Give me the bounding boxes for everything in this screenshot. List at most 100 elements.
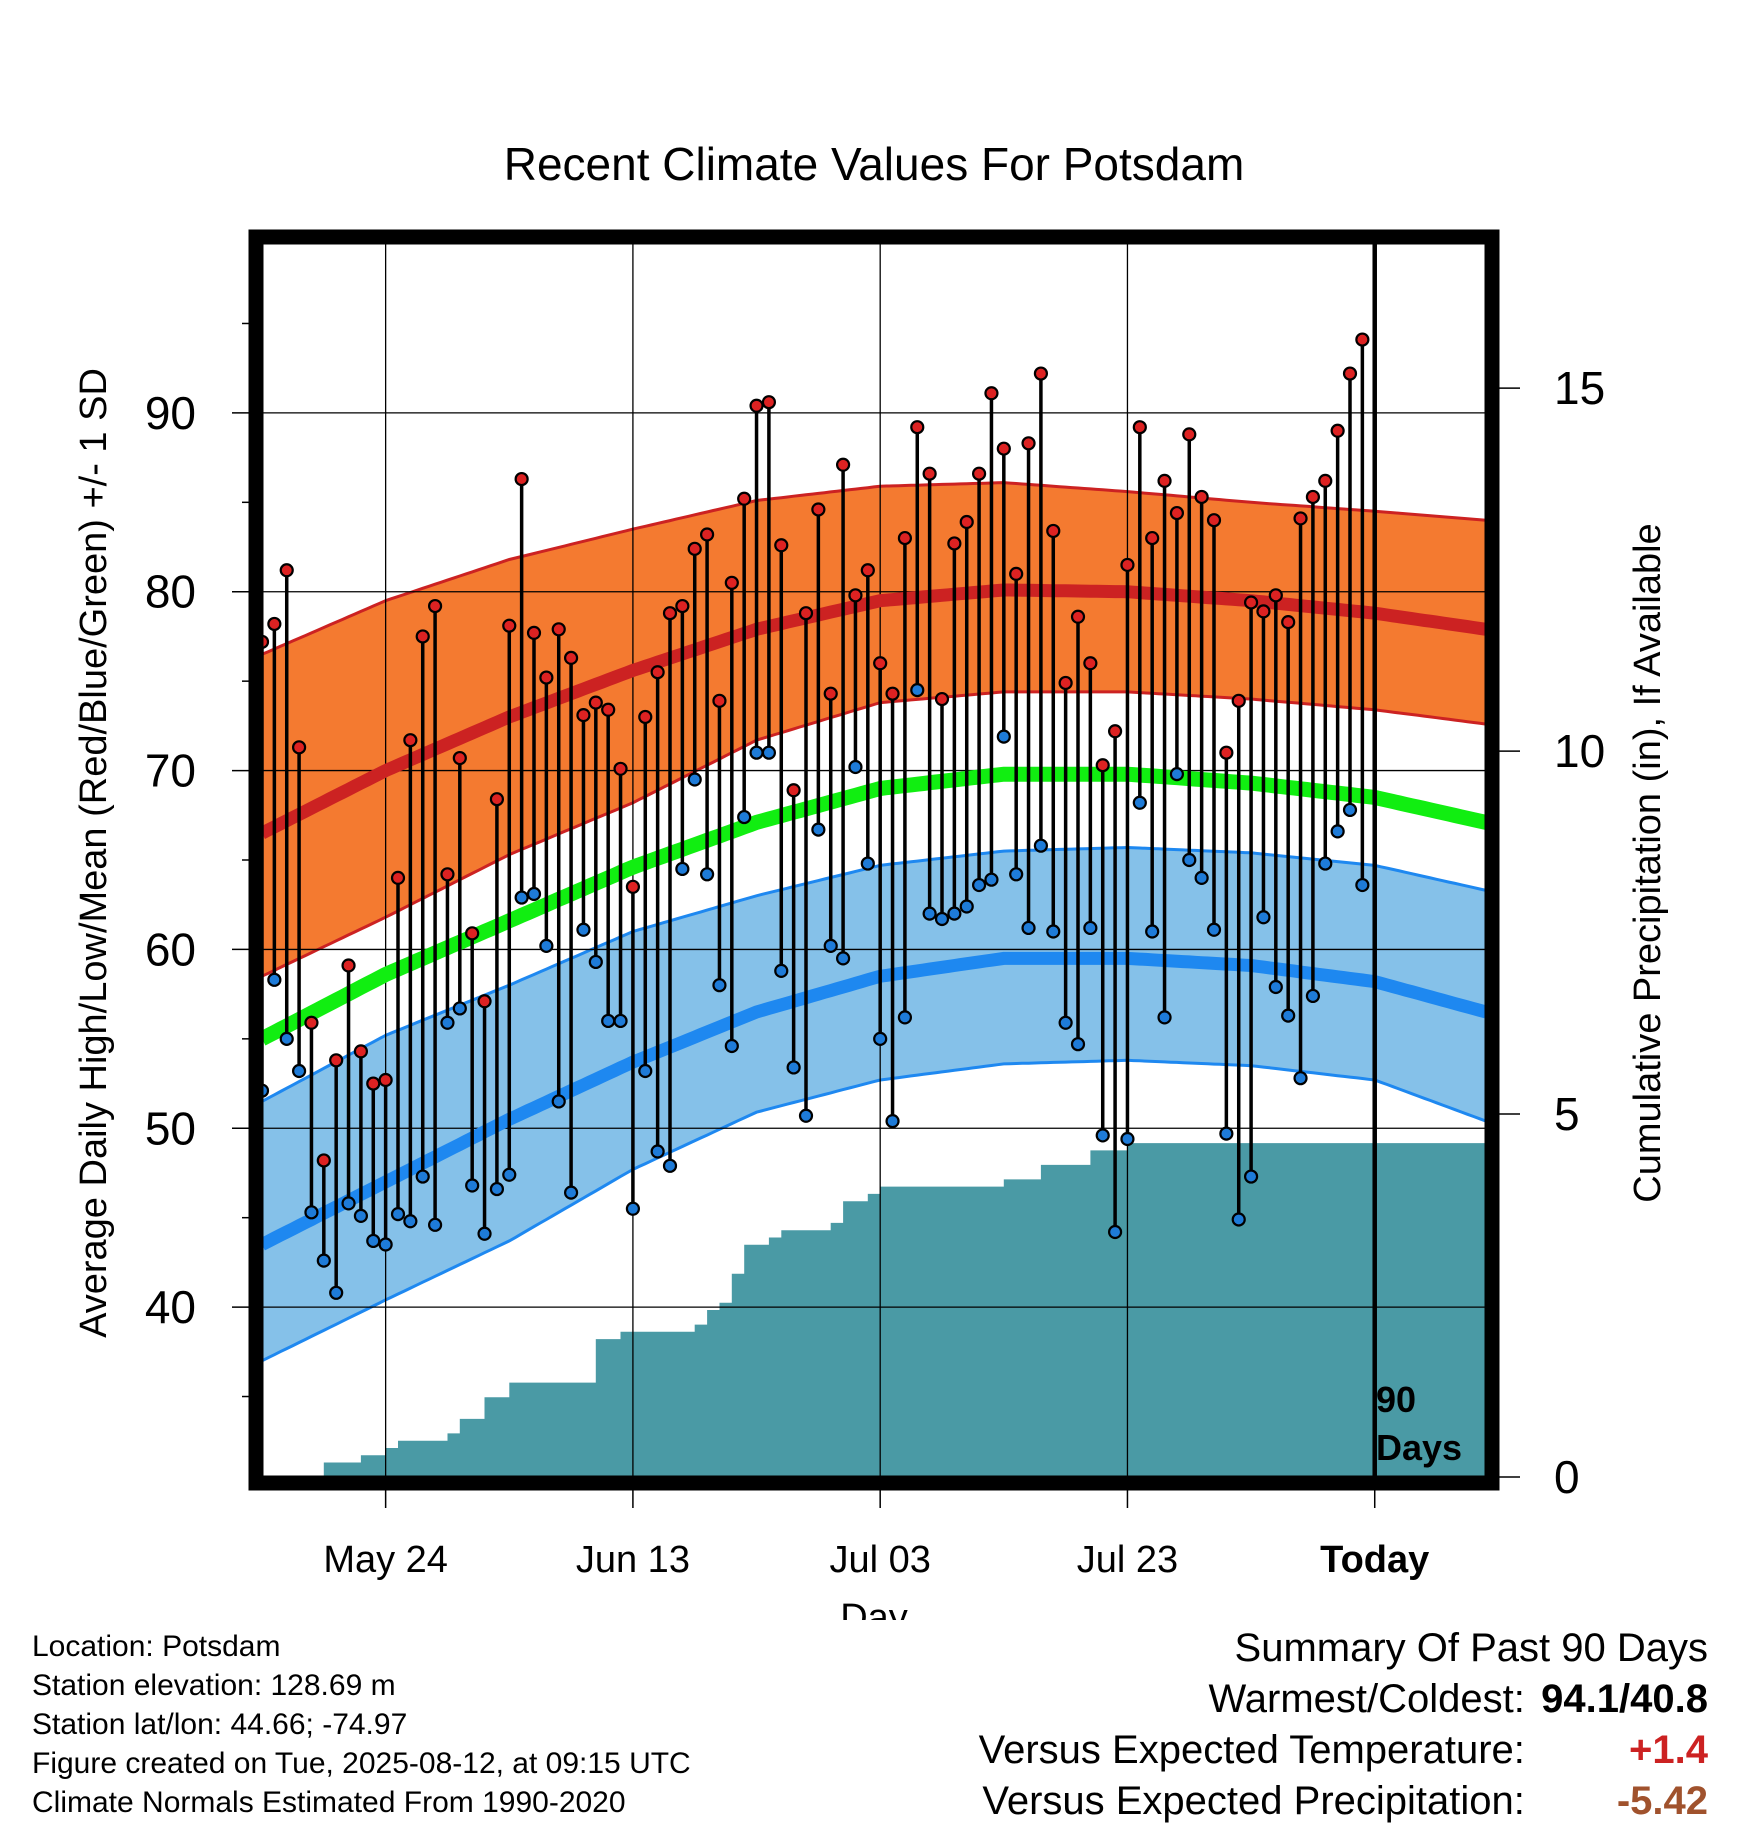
daily-low-point — [848, 759, 863, 775]
daily-high-point — [922, 466, 937, 481]
station-info: Location: Potsdam Station elevation: 128… — [32, 1627, 691, 1822]
daily-low-point — [329, 1285, 344, 1300]
daily-low-point — [699, 867, 715, 882]
daily-high-point — [440, 867, 455, 882]
daily-high-point — [1107, 724, 1123, 739]
daily-high-point — [588, 695, 603, 710]
daily-low-point — [452, 1001, 467, 1016]
daily-low-point — [873, 1031, 888, 1046]
y-left-tick-label: 40 — [145, 1281, 196, 1333]
daily-high-point — [427, 598, 443, 614]
daily-high-point — [514, 471, 529, 487]
daily-high-point — [1305, 489, 1321, 505]
normal-bands — [261, 481, 1487, 1363]
daily-low-point — [539, 938, 554, 953]
y-right-tick-label: 10 — [1554, 725, 1605, 777]
normal-mean-line — [258, 766, 1488, 1046]
daily-high-point — [712, 693, 727, 708]
daily-low-point — [1330, 824, 1345, 839]
daily-low-point — [353, 1208, 369, 1223]
daily-low-point — [1318, 856, 1333, 871]
daily-high-point — [1194, 489, 1209, 505]
daily-high-point — [1219, 745, 1234, 760]
daily-low-point — [613, 1013, 628, 1029]
precip-step-area — [262, 1143, 1486, 1477]
high-sd-band — [262, 482, 1486, 977]
daily-low-point — [1157, 1010, 1172, 1025]
y-left-tick-label: 60 — [145, 923, 196, 975]
daily-low-point — [390, 1207, 406, 1222]
daily-high-point — [1293, 511, 1308, 526]
daily-low-point — [959, 899, 974, 914]
daily-low-point — [489, 1181, 505, 1197]
daily-low-point — [403, 1214, 418, 1229]
daily-high-point — [860, 563, 875, 578]
daily-low-point — [291, 1063, 307, 1079]
daily-high-point — [452, 750, 467, 766]
summary-panel: Summary Of Past 90 Days Warmest/Coldest:… — [979, 1623, 1708, 1827]
daily-low-point — [1033, 838, 1049, 853]
summary-heading: Summary Of Past 90 Days — [1234, 1626, 1708, 1670]
daily-low-point — [786, 1060, 801, 1075]
marker-label-top: 90 — [1376, 1379, 1416, 1420]
daily-high-point — [1281, 615, 1296, 630]
daily-high-point — [749, 398, 764, 413]
daily-low-point — [1107, 1224, 1123, 1240]
y-right-tick-label: 15 — [1554, 362, 1605, 414]
daily-high-point — [1231, 693, 1246, 708]
daily-high-point — [1009, 566, 1024, 581]
daily-low-point — [811, 822, 826, 837]
daily-high-point — [910, 420, 925, 435]
station-location: Location: Potsdam — [32, 1630, 281, 1663]
daily-high-point — [1095, 758, 1110, 773]
y-axis-left-label: Average Daily High/Low/Mean (Red/Blue/Gr… — [73, 368, 115, 1338]
daily-low-point — [1219, 1126, 1234, 1141]
daily-low-point — [316, 1253, 331, 1268]
summary-temperature: Versus Expected Temperature: +1.4 — [979, 1725, 1708, 1776]
daily-high-point — [601, 702, 616, 717]
temp-departure-value: +1.4 — [1629, 1728, 1708, 1772]
daily-low-point — [526, 886, 542, 902]
daily-high-point — [835, 457, 851, 472]
daily-high-point — [316, 1153, 331, 1168]
station-latlon: Station lat/lon: 44.66; -74.97 — [32, 1708, 408, 1741]
daily-low-point — [1046, 924, 1061, 939]
axes: 40 50 60 70 80 90 0 5 10 15 May 24 Jun 13 Jul 03 Jul … — [145, 322, 1605, 1581]
daily-low-point — [638, 1063, 653, 1079]
daily-high-point — [687, 541, 702, 556]
daily-high-point — [737, 491, 752, 506]
daily-high-point — [415, 629, 430, 644]
x-tick-label: Jun 13 — [576, 1539, 690, 1581]
marker-label-bottom: Days — [1376, 1427, 1462, 1468]
daily-low-point — [910, 683, 925, 698]
daily-high-point — [1330, 423, 1345, 438]
daily-high-point — [1256, 604, 1271, 619]
precip-departure-value: -5.42 — [1616, 1779, 1708, 1823]
daily-high-point — [1157, 473, 1172, 488]
daily-low-point — [502, 1167, 517, 1182]
daily-high-point — [1206, 513, 1222, 528]
daily-high-point — [699, 527, 715, 542]
daily-low-point — [1132, 795, 1147, 810]
daily-low-point — [984, 872, 999, 887]
daily-high-point — [489, 792, 505, 807]
daily-high-point — [563, 650, 579, 666]
daily-low-point — [662, 1158, 678, 1173]
daily-low-point — [1342, 802, 1358, 818]
daily-high-point — [1120, 557, 1135, 573]
daily-low-point — [625, 1201, 641, 1216]
daily-high-point — [724, 575, 739, 590]
daily-high-point — [1318, 473, 1333, 488]
daily-high-point — [613, 761, 628, 776]
daily-low-point — [267, 972, 282, 987]
daily-low-point — [724, 1038, 739, 1054]
daily-low-point — [465, 1178, 480, 1193]
chart-title: Recent Climate Values For Potsdam — [504, 138, 1245, 190]
daily-low-point — [1145, 924, 1160, 939]
daily-low-point — [477, 1226, 492, 1241]
daily-low-point — [1083, 920, 1098, 936]
daily-low-point — [1194, 870, 1209, 885]
daily-low-point — [835, 951, 851, 966]
daily-low-point — [378, 1237, 393, 1252]
precip-departure-label: Versus Expected Precipitation: — [982, 1779, 1525, 1823]
